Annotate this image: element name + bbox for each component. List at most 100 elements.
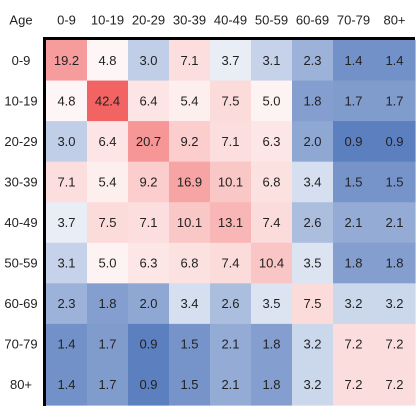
cell-value-label: 6.4 xyxy=(98,134,116,149)
heatmap-cell xyxy=(251,323,293,366)
heatmap-cell xyxy=(374,121,416,163)
cell-value-label: 1.8 xyxy=(262,377,280,392)
cell-value-label: 3.4 xyxy=(180,296,198,311)
cell-value-label: 1.7 xyxy=(98,377,116,392)
cell-value-label: 42.4 xyxy=(95,93,120,108)
cell-value-label: 7.5 xyxy=(98,215,116,230)
cell-value-label: 1.8 xyxy=(344,256,362,271)
cell-value-label: 3.5 xyxy=(262,296,280,311)
cell-value-label: 2.0 xyxy=(303,134,321,149)
cell-value-label: 3.7 xyxy=(221,53,239,68)
heatmap-cell xyxy=(292,40,334,82)
heatmap-cell xyxy=(333,40,375,82)
cell-value-label: 7.4 xyxy=(221,256,239,271)
cell-value-label: 4.8 xyxy=(98,53,116,68)
heatmap-cell xyxy=(128,121,170,163)
y-tick-label: 40-49 xyxy=(4,215,37,230)
heatmap-cell xyxy=(333,121,375,163)
cell-value-label: 0.9 xyxy=(139,377,157,392)
cell-value-label: 1.4 xyxy=(57,337,75,352)
heatmap-cell xyxy=(251,242,293,284)
heatmap-cell xyxy=(46,80,88,122)
heatmap-cell xyxy=(210,202,252,244)
heatmap-cell xyxy=(46,323,88,366)
heatmap-cell xyxy=(210,364,252,406)
x-tick-label: 60-69 xyxy=(296,13,329,28)
cell-value-label: 7.2 xyxy=(385,377,403,392)
heatmap-cell xyxy=(128,283,170,325)
cell-value-label: 7.5 xyxy=(303,296,321,311)
heatmap-cell xyxy=(169,121,211,163)
heatmap-cell xyxy=(128,40,170,82)
heatmap-cell xyxy=(292,80,334,122)
heatmap-cell xyxy=(87,202,129,244)
heatmap-cell xyxy=(292,364,334,406)
cell-value-label: 0.9 xyxy=(139,337,157,352)
cell-value-label: 5.4 xyxy=(180,93,198,108)
heatmap-cell xyxy=(374,323,416,366)
x-tick-label: 30-39 xyxy=(173,13,206,28)
heatmap-cell xyxy=(87,121,129,163)
heatmap-cell xyxy=(333,364,375,406)
heatmap-cell xyxy=(169,80,211,122)
cell-value-label: 2.6 xyxy=(303,215,321,230)
x-tick-label: 50-59 xyxy=(255,13,288,28)
cell-value-label: 7.2 xyxy=(344,377,362,392)
cell-value-label: 3.5 xyxy=(303,256,321,271)
heatmap-cell xyxy=(87,242,129,284)
cell-value-label: 3.4 xyxy=(303,174,321,189)
heatmap-cell xyxy=(46,161,88,203)
cell-value-label: 1.5 xyxy=(344,174,362,189)
heatmap-cell xyxy=(128,323,170,366)
heatmap-cell xyxy=(169,161,211,203)
heatmap-cell xyxy=(210,323,252,366)
heatmap-cell xyxy=(251,121,293,163)
heatmap-cell xyxy=(169,202,211,244)
heatmap-cell xyxy=(128,364,170,406)
heatmap-cell xyxy=(128,202,170,244)
cell-value-label: 2.3 xyxy=(303,53,321,68)
heatmap-cell xyxy=(87,323,129,366)
cell-value-label: 1.5 xyxy=(385,174,403,189)
y-tick-label: 60-69 xyxy=(4,296,37,311)
cell-value-label: 6.3 xyxy=(262,134,280,149)
heatmap-cell xyxy=(128,161,170,203)
cell-value-label: 7.4 xyxy=(262,215,280,230)
cell-value-label: 10.1 xyxy=(218,174,243,189)
cell-value-label: 2.0 xyxy=(139,296,157,311)
cell-value-label: 10.1 xyxy=(177,215,202,230)
cell-value-label: 16.9 xyxy=(177,174,202,189)
cell-value-label: 3.2 xyxy=(385,296,403,311)
heatmap-cell xyxy=(169,40,211,82)
cell-value-label: 3.2 xyxy=(303,337,321,352)
heatmap-cell xyxy=(210,80,252,122)
cell-value-label: 2.1 xyxy=(385,215,403,230)
heatmap-cell xyxy=(210,283,252,325)
heatmap-cell xyxy=(210,121,252,163)
cell-value-label: 7.1 xyxy=(180,53,198,68)
heatmap-cell xyxy=(374,364,416,406)
cell-value-label: 3.1 xyxy=(57,256,75,271)
heatmap-cell xyxy=(251,40,293,82)
cell-value-label: 1.4 xyxy=(344,53,362,68)
cell-value-label: 6.4 xyxy=(139,93,157,108)
cell-value-label: 1.8 xyxy=(303,93,321,108)
cell-value-label: 7.1 xyxy=(57,174,75,189)
cell-value-label: 3.2 xyxy=(303,377,321,392)
cell-value-label: 5.0 xyxy=(262,93,280,108)
heatmap-cell xyxy=(251,364,293,406)
heatmap-cell xyxy=(87,364,129,406)
cell-value-label: 1.5 xyxy=(180,337,198,352)
heatmap-cell xyxy=(169,283,211,325)
heatmap-cell xyxy=(374,161,416,203)
heatmap-cell xyxy=(251,161,293,203)
heatmap-cell xyxy=(87,40,129,82)
cell-value-label: 19.2 xyxy=(54,53,79,68)
corner-axis-label: Age xyxy=(9,13,32,28)
y-tick-label: 80+ xyxy=(10,377,32,392)
y-tick-label: 0-9 xyxy=(12,53,31,68)
cell-value-label: 2.1 xyxy=(344,215,362,230)
cell-value-label: 4.8 xyxy=(57,93,75,108)
heatmap-cell xyxy=(128,80,170,122)
x-tick-label: 40-49 xyxy=(214,13,247,28)
